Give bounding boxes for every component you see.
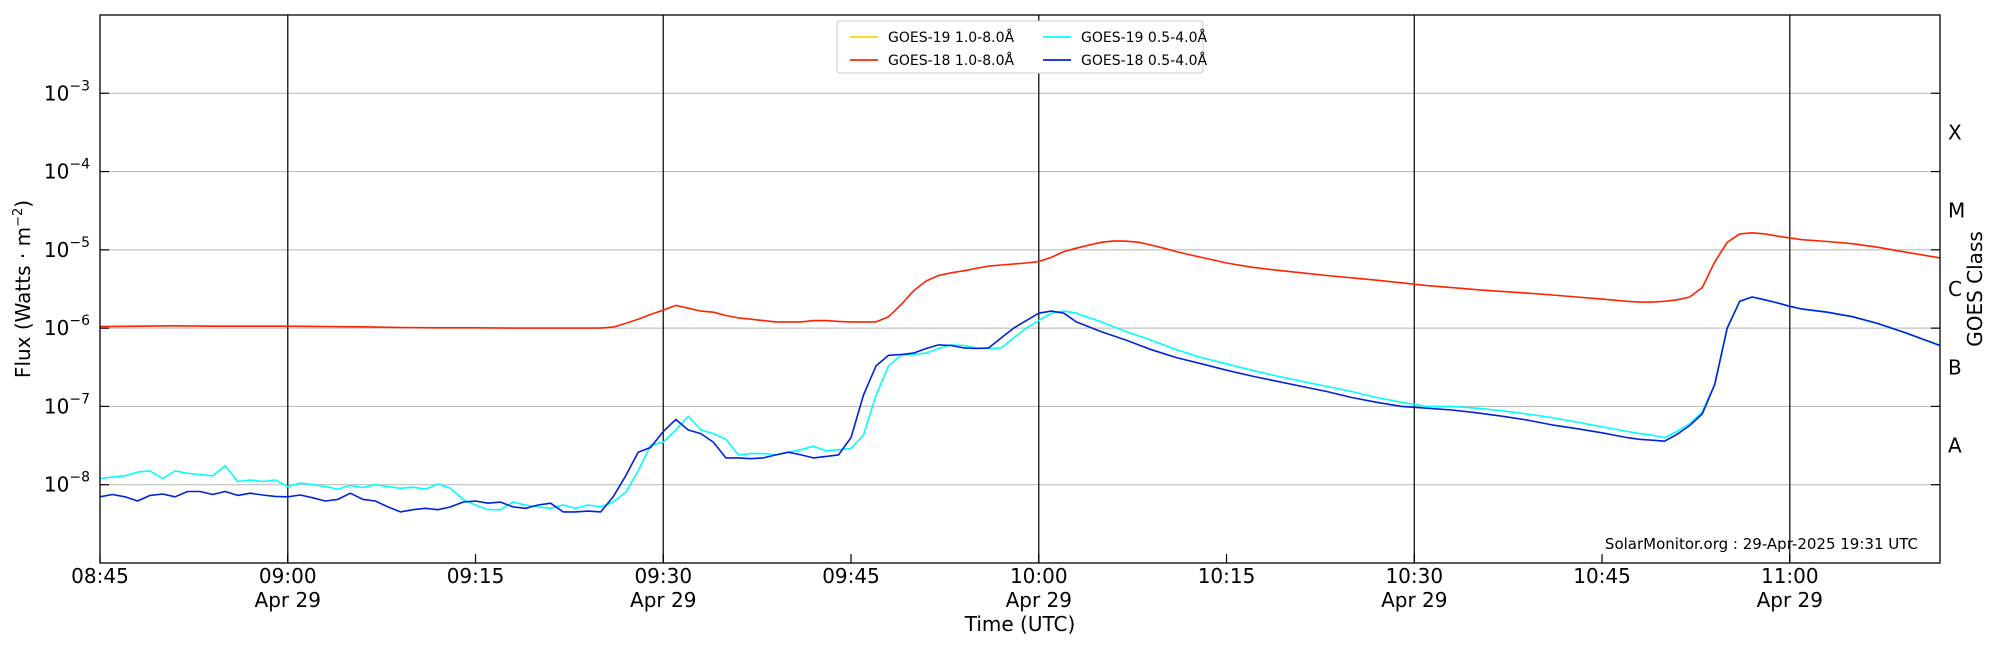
- x-tick-label-9: 11:00: [1761, 564, 1819, 588]
- x-tick-label-1: 09:00: [259, 564, 317, 588]
- x-axis-label: Time (UTC): [964, 612, 1076, 636]
- x-tick-label-4: 09:45: [822, 564, 880, 588]
- series-line-0: [99, 232, 1941, 329]
- x-tick-date-9: Apr 29: [1757, 588, 1823, 612]
- x-tick-date-3: Apr 29: [630, 588, 696, 612]
- goes-class-label-c: C: [1948, 277, 1962, 301]
- x-tick-label-2: 09:15: [447, 564, 505, 588]
- goes-class-label-b: B: [1948, 355, 1962, 379]
- x-tick-date-1: Apr 29: [255, 588, 321, 612]
- plot-area: [100, 15, 1940, 563]
- x-tick-label-0: 08:45: [71, 564, 129, 588]
- legend-label-0: GOES-19 1.0-8.0Å: [888, 29, 1014, 46]
- y-tick-label-0: 10−8: [44, 470, 90, 497]
- x-tick-label-8: 10:45: [1573, 564, 1631, 588]
- y-tick-label-1: 10−7: [44, 391, 90, 418]
- legend-label-2: GOES-18 1.0-8.0Å: [888, 52, 1014, 69]
- y-tick-label-3: 10−5: [44, 235, 90, 262]
- x-tick-label-5: 10:00: [1010, 564, 1068, 588]
- y-axis-label: Flux (Watts · m−2): [11, 200, 35, 378]
- series-lines: [99, 232, 1941, 513]
- legend-label-3: GOES-18 0.5-4.0Å: [1081, 52, 1207, 69]
- goes-class-label-a: A: [1948, 434, 1962, 458]
- y-tick-label-5: 10−3: [44, 78, 90, 105]
- goes-class-label-x: X: [1948, 120, 1962, 144]
- plot-frame: [99, 14, 1941, 564]
- legend: GOES-19 1.0-8.0Å GOES-19 0.5-4.0Å GOES-18 …: [836, 20, 1207, 74]
- goes-class-label-m: M: [1948, 199, 1965, 223]
- x-tick-date-5: Apr 29: [1006, 588, 1072, 612]
- y2-axis-label: GOES Class: [1963, 231, 1987, 347]
- legend-label-1: GOES-19 0.5-4.0Å: [1081, 29, 1207, 46]
- x-tick-date-7: Apr 29: [1381, 588, 1447, 612]
- y-tick-label-2: 10−6: [44, 313, 90, 340]
- y-tick-label-4: 10−4: [44, 157, 90, 184]
- series-line-1: [99, 296, 1941, 511]
- goes-class-labels: A B C M X: [1948, 120, 1965, 457]
- x-tick-label-7: 10:30: [1385, 564, 1443, 588]
- legend-entries: GOES-19 1.0-8.0Å GOES-19 0.5-4.0Å GOES-18 …: [850, 29, 1207, 69]
- credit-text: SolarMonitor.org : 29-Apr-2025 19:31 UTC: [1605, 535, 1918, 553]
- y-axis-ticks: 10−8 10−7 10−6 10−5 10−4 10−3: [44, 78, 1940, 497]
- day-marker-lines: [287, 15, 1791, 563]
- legend-box: [836, 20, 1204, 74]
- x-tick-label-3: 09:30: [634, 564, 692, 588]
- x-tick-label-6: 10:15: [1198, 564, 1256, 588]
- series-line-2: [99, 296, 1941, 513]
